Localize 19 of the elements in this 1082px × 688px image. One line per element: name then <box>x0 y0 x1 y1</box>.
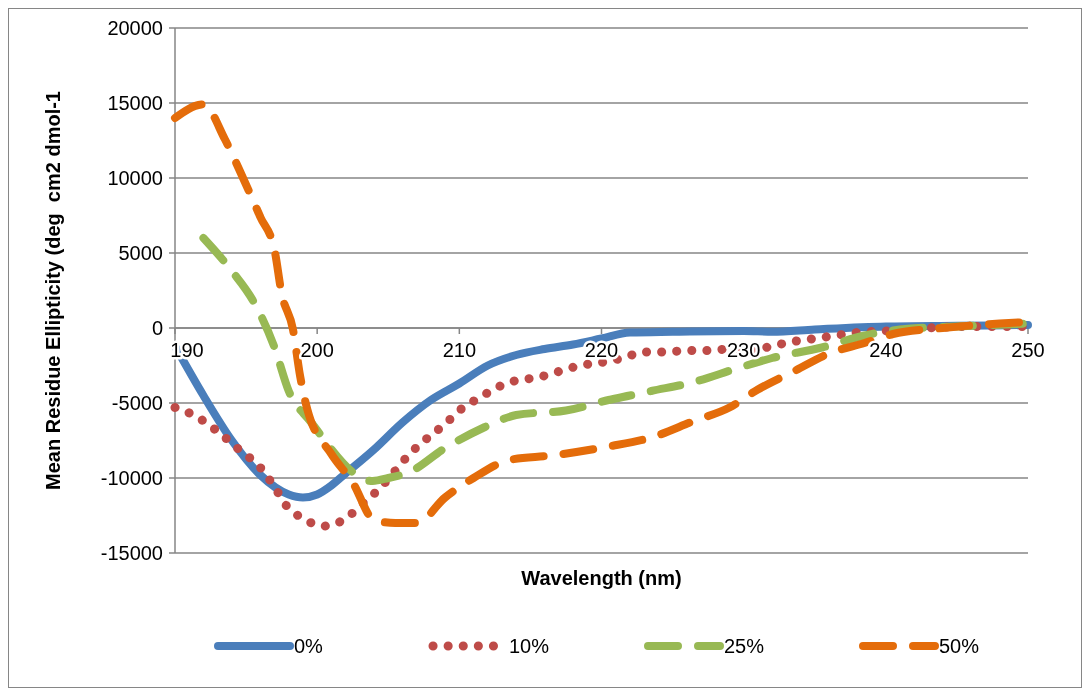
x-tick-label: 200 <box>300 339 334 361</box>
x-axis-title: Wavelength (nm) <box>521 567 682 589</box>
x-tick-label: 250 <box>1011 339 1045 361</box>
legend-label: 10% <box>509 635 550 657</box>
y-tick-label: 10000 <box>107 167 163 189</box>
x-tick-label: 220 <box>584 339 619 361</box>
y-tick-label: 0 <box>151 317 163 339</box>
legend-label: 25% <box>724 635 765 657</box>
y-tick-label: -15000 <box>100 542 163 564</box>
y-tick-label: -10000 <box>100 467 163 489</box>
y-axis-title: Mean Residue Ellipticity (deg cm2 dmol-1 <box>42 91 64 490</box>
x-tick-label: 210 <box>442 339 477 361</box>
y-tick-label: 5000 <box>118 242 163 264</box>
y-tick-label: 20000 <box>107 17 163 39</box>
legend-label: 50% <box>939 635 980 657</box>
y-tick-label: 15000 <box>107 92 163 114</box>
y-tick-label: -5000 <box>111 392 163 414</box>
legend-label: 0% <box>294 635 324 657</box>
x-tick-label: 240 <box>869 339 903 361</box>
